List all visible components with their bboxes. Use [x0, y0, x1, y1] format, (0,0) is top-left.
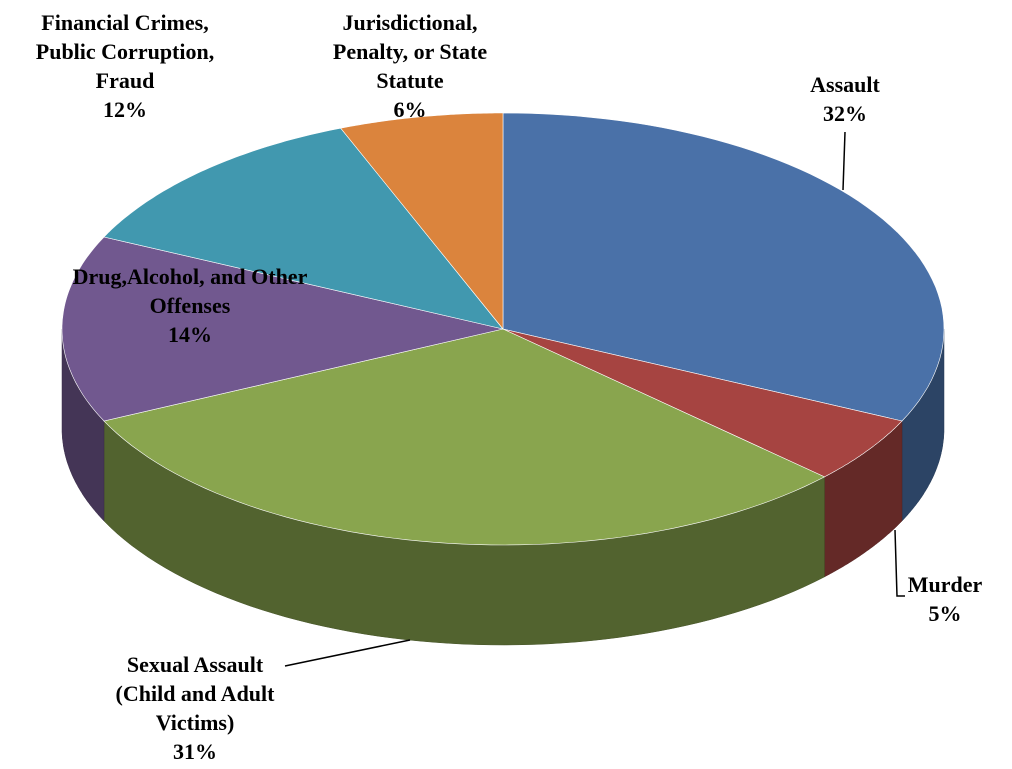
- slice: [502, 328, 903, 478]
- value-label: 12%: [103, 97, 147, 122]
- leader-line: [894, 529, 905, 597]
- value-label: 32%: [823, 101, 867, 126]
- slice: [502, 112, 945, 422]
- value-label: 14%: [168, 322, 212, 347]
- slice: [103, 328, 826, 546]
- category-name: Drug,Alcohol, and Other Offenses: [72, 264, 308, 318]
- leader-line: [284, 639, 411, 667]
- slice: [61, 236, 504, 422]
- category-name: Sexual Assault (Child and Adult Victims): [115, 652, 275, 735]
- value-label: 5%: [928, 601, 962, 626]
- slice: [103, 127, 504, 330]
- slice-label: Jurisdictional, Penalty, or State Statut…: [305, 8, 515, 124]
- slices: [61, 112, 945, 646]
- category-name: Jurisdictional, Penalty, or State Statut…: [332, 10, 488, 93]
- slice-label: Assault 32%: [775, 70, 915, 128]
- slice-label: Sexual Assault (Child and Adult Victims)…: [99, 650, 291, 766]
- value-label: 31%: [173, 739, 217, 764]
- category-name: Assault: [810, 72, 880, 97]
- slice-label: Drug,Alcohol, and Other Offenses 14%: [65, 262, 315, 349]
- slice-label: Financial Crimes, Public Corruption, Fra…: [33, 8, 217, 124]
- value-label: 6%: [393, 97, 427, 122]
- category-name: Murder: [907, 572, 983, 597]
- slice-label: Murder 5%: [885, 570, 1005, 628]
- leader-line: [842, 131, 846, 191]
- category-name: Financial Crimes, Public Corruption, Fra…: [35, 10, 215, 93]
- slice: [340, 112, 504, 330]
